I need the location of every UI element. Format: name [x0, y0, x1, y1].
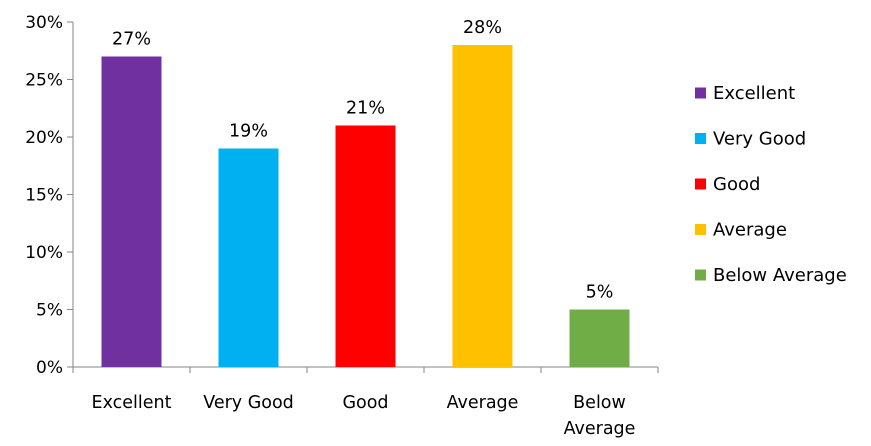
legend-label: Very Good [713, 129, 806, 150]
y-tick-label: 30% [25, 13, 63, 33]
bars [101, 45, 630, 367]
x-axis: Excellent Very Good Good Average Below Averag… [72, 366, 659, 439]
legend-label: Good [713, 174, 760, 195]
x-tick-label: Average [447, 393, 519, 413]
legend-label: Excellent [713, 83, 795, 104]
y-axis: 0% 5% 10% 15% 20% 25% 30% [25, 13, 74, 378]
x-tick-label: Below Average [564, 393, 636, 439]
legend-label: Average [713, 220, 787, 241]
legend-item: Very Good [695, 129, 806, 150]
legend-item: Good [695, 174, 760, 195]
x-tick-label-line: Average [447, 393, 519, 413]
y-tick-label: 20% [25, 128, 63, 148]
y-tick-label: 10% [25, 243, 63, 263]
data-labels: 27% 19% 21% 28% 5% [112, 18, 613, 303]
bar [452, 45, 513, 367]
x-tick-label-line: Excellent [92, 393, 172, 413]
x-tick-label-line: Very Good [203, 393, 294, 413]
legend: Excellent Very Good Good Average Below Avera… [695, 83, 847, 286]
legend-swatch [695, 87, 706, 99]
bar [335, 125, 396, 367]
data-label: 21% [346, 99, 385, 119]
y-tick-label: 15% [25, 186, 63, 206]
y-tick-label: 0% [36, 358, 63, 378]
legend-swatch [695, 178, 706, 190]
legend-item: Below Average [695, 265, 847, 286]
legend-item: Average [695, 220, 787, 241]
x-tick-label: Good [342, 393, 388, 413]
legend-item: Excellent [695, 83, 795, 104]
bar [218, 148, 279, 367]
x-tick-label-line: Average [564, 419, 636, 439]
x-tick-label: Very Good [203, 393, 294, 413]
x-tick-label-line: Good [342, 393, 388, 413]
data-label: 19% [229, 122, 268, 142]
data-label: 27% [112, 30, 151, 50]
bar [569, 309, 630, 367]
data-label: 28% [463, 18, 502, 38]
legend-swatch [695, 224, 706, 235]
x-tick-label: Excellent [92, 393, 172, 413]
x-tick-label-line: Below [573, 393, 626, 413]
y-tick-label: 5% [36, 301, 63, 321]
legend-label: Below Average [713, 265, 847, 286]
y-tick-label: 25% [25, 71, 63, 91]
data-label: 5% [586, 283, 614, 303]
bar [101, 56, 162, 367]
legend-swatch [695, 269, 706, 281]
legend-swatch [695, 133, 706, 144]
